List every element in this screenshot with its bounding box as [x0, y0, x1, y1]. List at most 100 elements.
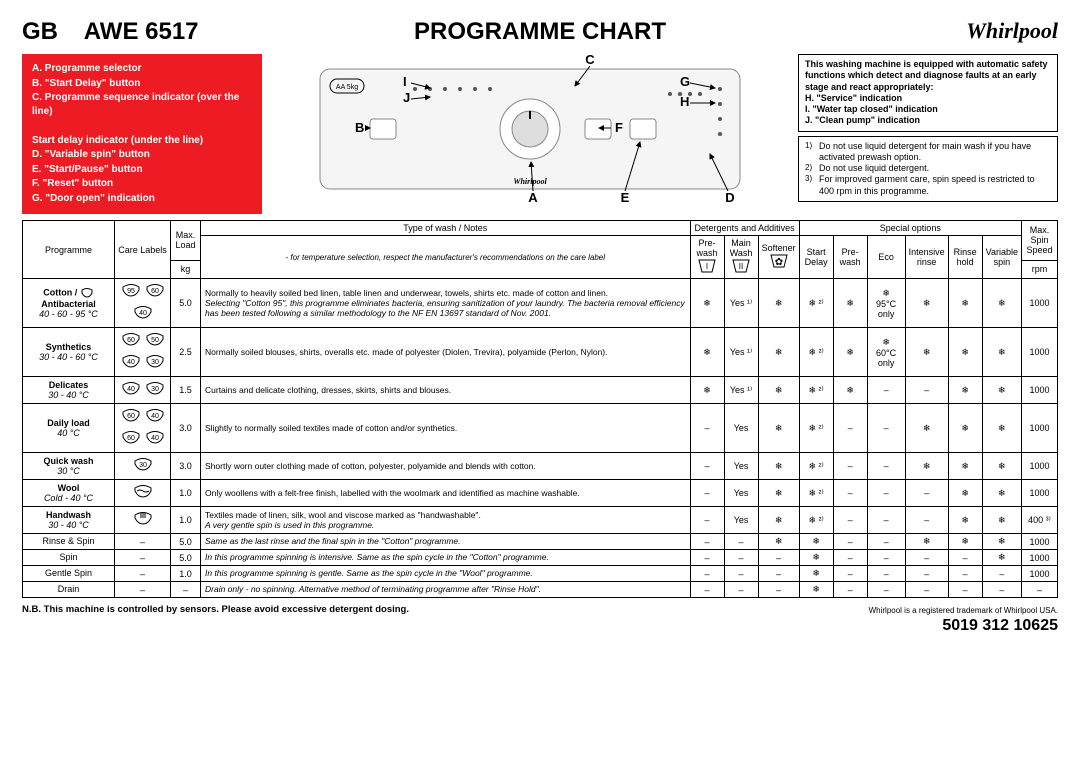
opt-cell-ir: –	[905, 566, 948, 582]
opt-cell-ir: –	[905, 550, 948, 566]
svg-text:60: 60	[127, 435, 135, 442]
th-type: Type of wash / Notes	[201, 221, 691, 236]
opt-cell-rpm: –	[1022, 582, 1058, 598]
programme-cell: WoolCold - 40 °C	[23, 480, 115, 507]
opt-cell-vs: ❄	[982, 404, 1021, 453]
opt-cell-rpm: 1000	[1022, 480, 1058, 507]
legend-item: D. "Variable spin" button	[32, 148, 252, 162]
opt-cell-pre: –	[690, 566, 724, 582]
svg-text:A: A	[528, 190, 538, 204]
opt-cell-pw: ❄	[833, 328, 867, 377]
notes-cell: In this programme spinning is intensive.…	[201, 550, 691, 566]
notes-cell: Only woollens with a felt-free finish, l…	[201, 480, 691, 507]
opt-cell-ir: –	[905, 582, 948, 598]
opt-cell-pw: ❄	[833, 279, 867, 328]
th-special: Special options	[799, 221, 1021, 236]
opt-cell-rh: ❄	[948, 404, 982, 453]
opt-cell-main: Yes ¹⁾	[724, 279, 758, 328]
opt-cell-eco: ❄60°Conly	[867, 328, 905, 377]
opt-cell-rh: –	[948, 582, 982, 598]
svg-text:60: 60	[151, 288, 159, 295]
table-row: Gentle Spin–1.0In this programme spinnin…	[23, 566, 1058, 582]
opt-cell-pw: –	[833, 534, 867, 550]
th-rinsehold: Rinse hold	[948, 236, 982, 279]
th-care: Care Labels	[115, 221, 171, 279]
opt-cell-sd: ❄	[799, 582, 833, 598]
th-programme: Programme	[23, 221, 115, 279]
opt-cell-soft: ❄	[758, 404, 799, 453]
opt-cell-vs: ❄	[982, 480, 1021, 507]
svg-text:B: B	[355, 120, 364, 135]
opt-cell-rpm: 1000	[1022, 328, 1058, 377]
table-row: Quick wash30 °C303.0Shortly worn outer c…	[23, 453, 1058, 480]
safety-intro: This washing machine is equipped with au…	[805, 59, 1048, 92]
opt-cell-sd: ❄ ²⁾	[799, 404, 833, 453]
opt-cell-soft: –	[758, 566, 799, 582]
notes-cell: Shortly worn outer clothing made of cott…	[201, 453, 691, 480]
opt-cell-pw: ❄	[833, 377, 867, 404]
opt-cell-rh: ❄	[948, 453, 982, 480]
legend-box: A. Programme selectorB. "Start Delay" bu…	[22, 54, 262, 214]
th-softener: Softener ✿	[758, 236, 799, 279]
svg-text:G: G	[680, 74, 690, 89]
opt-cell-sd: ❄ ²⁾	[799, 480, 833, 507]
opt-cell-rh: ❄	[948, 328, 982, 377]
load-cell: –	[171, 582, 201, 598]
opt-cell-sd: ❄ ²⁾	[799, 328, 833, 377]
svg-text:E: E	[621, 190, 630, 204]
opt-cell-eco: –	[867, 566, 905, 582]
opt-cell-pw: –	[833, 550, 867, 566]
th-maxload: Max. Load	[171, 221, 201, 261]
table-row: WoolCold - 40 °C1.0Only woollens with a …	[23, 480, 1058, 507]
svg-text:D: D	[725, 190, 734, 204]
opt-cell-eco: –	[867, 550, 905, 566]
th-eco: Eco	[867, 236, 905, 279]
notes-cell: Same as the last rinse and the final spi…	[201, 534, 691, 550]
programme-cell: Handwash30 - 40 °C	[23, 507, 115, 534]
opt-cell-pre: –	[690, 480, 724, 507]
opt-cell-sd: ❄	[799, 566, 833, 582]
svg-text:C: C	[585, 54, 595, 67]
opt-cell-vs: ❄	[982, 550, 1021, 566]
th-type-sub: - for temperature selection, respect the…	[201, 236, 691, 279]
care-cell	[115, 480, 171, 507]
programme-cell: Cotton / Antibacterial40 - 60 - 95 °C	[23, 279, 115, 328]
safety-notice-box: This washing machine is equipped with au…	[798, 54, 1058, 132]
care-cell	[115, 507, 171, 534]
opt-cell-pw: –	[833, 453, 867, 480]
table-row: Drain––Drain only - no spinning. Alterna…	[23, 582, 1058, 598]
opt-cell-eco: –	[867, 404, 905, 453]
opt-cell-pre: –	[690, 582, 724, 598]
care-cell: –	[115, 550, 171, 566]
opt-cell-rpm: 1000	[1022, 453, 1058, 480]
opt-cell-soft: ❄	[758, 328, 799, 377]
opt-cell-sd: ❄ ²⁾	[799, 377, 833, 404]
opt-cell-pre: –	[690, 550, 724, 566]
svg-text:50: 50	[151, 337, 159, 344]
opt-cell-rpm: 400 ³⁾	[1022, 507, 1058, 534]
opt-cell-eco: –	[867, 507, 905, 534]
opt-cell-eco: –	[867, 480, 905, 507]
care-cell: –	[115, 566, 171, 582]
opt-cell-main: Yes ¹⁾	[724, 377, 758, 404]
opt-cell-rh: ❄	[948, 507, 982, 534]
opt-cell-ir: –	[905, 377, 948, 404]
notes-cell: Curtains and delicate clothing, dresses,…	[201, 377, 691, 404]
opt-cell-main: Yes	[724, 404, 758, 453]
th-maxspin: Max. Spin Speed	[1022, 221, 1058, 261]
load-cell: 1.0	[171, 566, 201, 582]
opt-cell-eco: –	[867, 582, 905, 598]
load-cell: 2.5	[171, 328, 201, 377]
svg-text:I: I	[706, 262, 708, 271]
model-number: AWE 6517	[84, 18, 199, 45]
opt-cell-pw: –	[833, 507, 867, 534]
table-row: Handwash30 - 40 °C1.0Textiles made of li…	[23, 507, 1058, 534]
th-prewash-o: Pre-wash	[833, 236, 867, 279]
load-cell: 5.0	[171, 534, 201, 550]
opt-cell-eco: ❄95°Conly	[867, 279, 905, 328]
svg-text:F: F	[615, 120, 623, 135]
svg-text:30: 30	[151, 359, 159, 366]
programme-cell: Delicates30 - 40 °C	[23, 377, 115, 404]
opt-cell-soft: ❄	[758, 534, 799, 550]
opt-cell-pre: ❄	[690, 328, 724, 377]
